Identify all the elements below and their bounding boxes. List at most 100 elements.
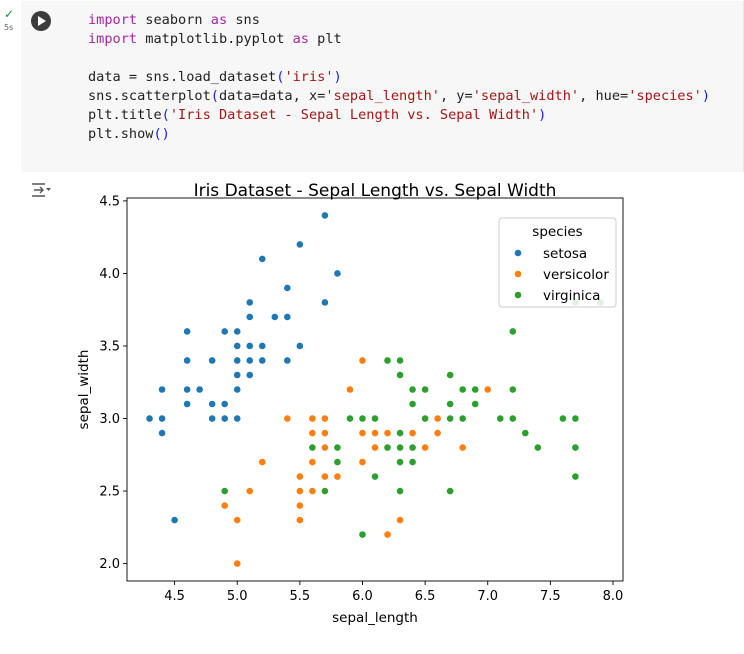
data-point-setosa (170, 516, 179, 524)
data-point-virginica (358, 414, 367, 423)
data-point-versicolor (233, 516, 242, 524)
data-point-setosa (158, 429, 166, 437)
data-point-setosa (245, 356, 254, 365)
x-tick-label: 8.0 (603, 589, 624, 604)
data-point-virginica (320, 487, 329, 495)
legend-title: species (532, 224, 582, 240)
data-point-versicolor (320, 414, 329, 423)
x-tick-label: 6.5 (415, 589, 436, 604)
data-point-virginica (446, 487, 455, 495)
data-point-setosa (295, 342, 304, 350)
data-point-setosa (333, 269, 342, 278)
data-point-virginica (408, 400, 417, 408)
data-point-virginica (471, 400, 480, 408)
data-point-virginica (508, 385, 517, 394)
data-point-versicolor (308, 487, 317, 495)
code-line: import seaborn as sns (88, 12, 260, 28)
data-point-setosa (208, 356, 217, 365)
data-point-versicolor (308, 458, 317, 466)
data-point-versicolor (220, 501, 229, 510)
code-line: sns.scatterplot(data=data, x='sepal_leng… (88, 88, 711, 104)
x-tick-label: 4.5 (164, 589, 185, 604)
data-point-virginica (421, 385, 430, 394)
scatter-chart: Iris Dataset - Sepal Length vs. Sepal Wi… (76, 181, 624, 626)
data-point-setosa (195, 385, 204, 394)
data-point-setosa (220, 327, 229, 336)
data-point-setosa (233, 385, 242, 394)
data-point-setosa (183, 400, 192, 408)
data-point-versicolor (383, 530, 392, 539)
code-line (88, 49, 710, 68)
data-point-setosa (283, 356, 292, 365)
data-point-setosa (283, 284, 292, 292)
data-point-setosa (145, 414, 154, 423)
cell-gutter: ✓ 5s (0, 0, 22, 175)
legend-marker-setosa (514, 249, 522, 257)
execution-check-icon: ✓ (4, 7, 15, 21)
data-point-virginica (408, 385, 417, 394)
data-point-virginica (396, 458, 404, 466)
data-point-setosa (245, 313, 254, 321)
data-point-setosa (183, 356, 192, 365)
data-point-setosa (233, 371, 242, 379)
data-point-versicolor (295, 501, 304, 510)
data-point-versicolor (458, 443, 467, 452)
data-point-setosa (233, 414, 242, 423)
data-point-versicolor (333, 472, 342, 481)
data-point-virginica (308, 443, 317, 452)
data-point-virginica (408, 443, 417, 452)
data-point-setosa (233, 327, 242, 336)
data-point-versicolor (295, 472, 304, 481)
code-line: import matplotlib.pyplot as plt (88, 31, 342, 47)
code-cell-editor[interactable]: import seaborn as sns import matplotlib.p… (21, 1, 744, 172)
execution-time: 5s (4, 23, 14, 32)
data-point-versicolor (320, 443, 329, 452)
plot-frame (126, 197, 624, 582)
data-point-versicolor (320, 429, 329, 437)
data-point-setosa (220, 414, 229, 423)
data-point-virginica (496, 414, 505, 423)
data-point-setosa (220, 400, 229, 408)
y-tick-label: 3.0 (99, 412, 120, 427)
data-point-virginica (371, 414, 379, 423)
data-point-versicolor (358, 429, 367, 437)
y-axis-label: sepal_width (76, 350, 92, 430)
data-point-setosa (233, 356, 242, 365)
data-point-virginica (571, 414, 580, 423)
code-text[interactable]: import seaborn as sns import matplotlib.p… (88, 11, 710, 144)
data-point-virginica (383, 443, 392, 452)
run-cell-button[interactable] (31, 11, 51, 31)
data-point-virginica (446, 400, 455, 408)
x-tick-label: 7.5 (540, 589, 561, 604)
data-point-virginica (396, 356, 404, 365)
x-tick-label: 7.0 (477, 589, 498, 604)
data-point-virginica (521, 429, 530, 437)
data-point-setosa (158, 414, 166, 423)
data-point-setosa (320, 211, 329, 220)
y-tick-label: 4.5 (99, 194, 120, 209)
data-point-virginica (383, 356, 392, 365)
x-tick-label: 6.0 (352, 589, 373, 604)
data-point-virginica (333, 443, 342, 452)
data-point-versicolor (295, 516, 304, 524)
legend-box (498, 217, 617, 308)
x-tick-label: 5.0 (227, 589, 248, 604)
data-point-setosa (258, 342, 267, 350)
output-toggle-icon[interactable] (30, 180, 52, 200)
code-line: plt.title('Iris Dataset - Sepal Length v… (88, 107, 547, 123)
scatter-plot-output: Iris Dataset - Sepal Length vs. Sepal Wi… (60, 181, 640, 637)
data-point-versicolor (421, 443, 430, 452)
data-point-versicolor (396, 516, 404, 524)
data-point-versicolor (320, 472, 329, 481)
y-tick-label: 2.0 (99, 557, 120, 572)
data-point-setosa (183, 327, 192, 336)
x-tick-label: 5.5 (290, 589, 311, 604)
data-point-versicolor (258, 458, 267, 466)
data-point-virginica (220, 487, 229, 495)
data-point-virginica (396, 429, 404, 437)
data-point-setosa (158, 385, 166, 394)
data-point-versicolor (308, 429, 317, 437)
data-point-virginica (533, 443, 542, 452)
data-point-setosa (233, 342, 242, 350)
data-point-versicolor (308, 414, 317, 423)
